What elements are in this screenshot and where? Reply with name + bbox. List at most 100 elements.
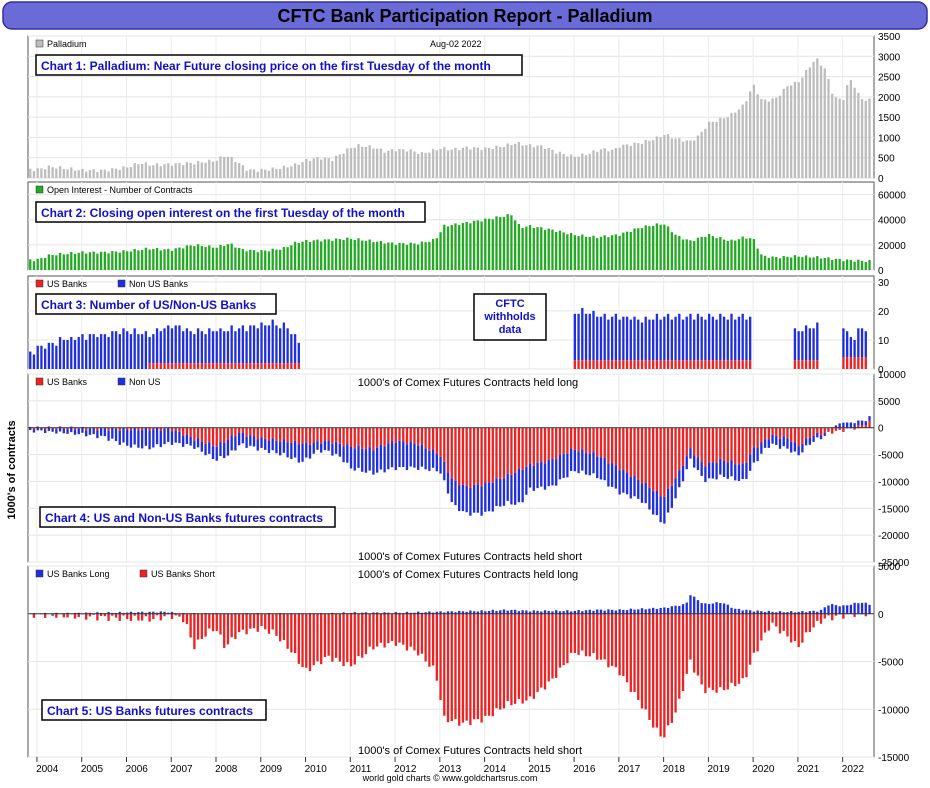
chart4-us-bar	[674, 427, 677, 479]
chart4-nonus-bar	[372, 450, 375, 475]
chart5-long-bar	[704, 603, 707, 614]
chart2-oi-bar	[122, 250, 125, 270]
chart5-short-bar	[472, 613, 476, 720]
chart1-price-bar	[790, 85, 793, 178]
chart4-nonus-bar	[334, 441, 338, 454]
chart1-price-bar	[450, 149, 453, 178]
chart5-short-bar	[43, 613, 47, 618]
chart1-price-bar	[748, 91, 752, 178]
chart2-oi-bar	[797, 256, 800, 270]
chart2-ytick-label: 0	[878, 266, 884, 277]
chart4-nonus-bar	[88, 428, 92, 435]
chart5-short-bar	[495, 613, 498, 709]
chart4-nonus-bar	[614, 465, 618, 489]
chart5-short-bar	[308, 613, 312, 672]
chart3-us-bar	[748, 360, 752, 369]
chart5-short-bar	[517, 613, 521, 699]
chart5-short-bar	[413, 613, 416, 651]
chart1-price-bar	[241, 165, 245, 178]
chart4-us-bar	[719, 427, 722, 459]
chart5-long-bar	[577, 610, 580, 614]
chart3-nonus-bar	[644, 316, 647, 361]
chart1-price-bar	[70, 167, 73, 178]
chart2-oi-bar	[670, 232, 673, 270]
chart3-nonus-bar	[685, 316, 688, 361]
chart4-us-bar	[558, 427, 562, 455]
chart5-short-bar	[465, 613, 468, 721]
chart3-nonus-bar	[40, 345, 43, 369]
chart2-oi-bar	[812, 257, 815, 270]
chart2-oi-bar	[860, 260, 864, 270]
chart4-nonus-bar	[786, 438, 789, 449]
chart4-us-bar	[618, 427, 621, 471]
chart5-long-bar	[543, 610, 547, 614]
chart5-short-bar	[480, 613, 483, 723]
chart2-oi-bar	[387, 242, 390, 270]
chart1-price-bar	[200, 162, 203, 178]
chart4-nonus-bar	[666, 488, 670, 513]
chart4-us-bar	[663, 427, 666, 497]
chart3-nonus-bar	[293, 334, 297, 364]
chart5-long-bar	[752, 611, 756, 614]
chart5-short-bar	[305, 613, 308, 668]
chart1-price-bar	[737, 109, 741, 178]
chart4-nonus-bar	[454, 480, 457, 506]
chart1-ytick-label: 500	[878, 154, 895, 165]
chart4-us-bar	[129, 427, 133, 431]
chart5-short-bar	[346, 613, 349, 663]
chart4-nonus-bar	[700, 462, 703, 476]
chart4-nonus-bar	[476, 484, 480, 513]
chart5-long-bar	[681, 604, 685, 614]
chart5-long-bar	[461, 611, 465, 614]
chart4-us-bar	[771, 427, 774, 435]
chart5-short-bar	[823, 613, 826, 619]
chart4-us-bar	[555, 427, 558, 460]
chart5-short-bar	[756, 613, 759, 652]
chart4-us-bar	[286, 427, 289, 443]
chart3-nonus-bar	[663, 316, 666, 361]
chart4-us-bar	[148, 427, 151, 431]
chart4-nonus-bar	[167, 428, 170, 442]
chart1-price-bar	[29, 168, 32, 178]
chart4-nonus-bar	[775, 436, 778, 445]
chart1-price-bar	[361, 146, 364, 178]
chart2-oi-bar	[159, 250, 162, 270]
chart3-us-bar	[163, 363, 166, 369]
chart4-us-bar	[417, 427, 420, 446]
chart3-us-bar	[293, 363, 297, 369]
chart4-legend-swatch	[117, 377, 126, 386]
chart5-long-bar	[707, 604, 711, 614]
chart2-oi-bar	[170, 250, 174, 270]
chart4-nonus-bar	[629, 476, 632, 499]
chart4-us-bar	[383, 427, 386, 447]
chart1-price-bar	[629, 145, 632, 178]
chart5-long-bar	[845, 605, 849, 614]
chart1-price-bar	[223, 156, 226, 178]
chart5-short-bar	[816, 613, 819, 621]
chart1-price-bar	[618, 147, 621, 178]
chart4-us-bar	[334, 427, 338, 442]
chart3-nonus-bar	[185, 328, 189, 364]
chart1-price-bar	[532, 147, 535, 178]
chart5-long-bar	[85, 612, 88, 614]
chart3-nonus-bar	[47, 342, 51, 369]
chart1-price-bar	[659, 137, 662, 178]
chart5-short-bar	[666, 613, 670, 726]
chart5-short-bar	[439, 613, 442, 701]
chart2-oi-bar	[525, 226, 528, 270]
chart5-short-bar	[745, 613, 748, 678]
chart1-price-bar	[827, 79, 830, 178]
chart1-price-bar	[857, 92, 860, 178]
chart4-nonus-bar	[174, 430, 177, 443]
chart2-oi-bar	[241, 249, 245, 270]
chart3-nonus-bar	[51, 342, 54, 369]
chart5-short-bar	[681, 613, 685, 692]
chart3-us-bar	[267, 363, 271, 369]
chart5-long-bar	[566, 610, 569, 614]
chart3-us-bar	[588, 360, 591, 369]
chart1-price-bar	[842, 100, 845, 178]
chart5-long-bar	[737, 608, 741, 614]
